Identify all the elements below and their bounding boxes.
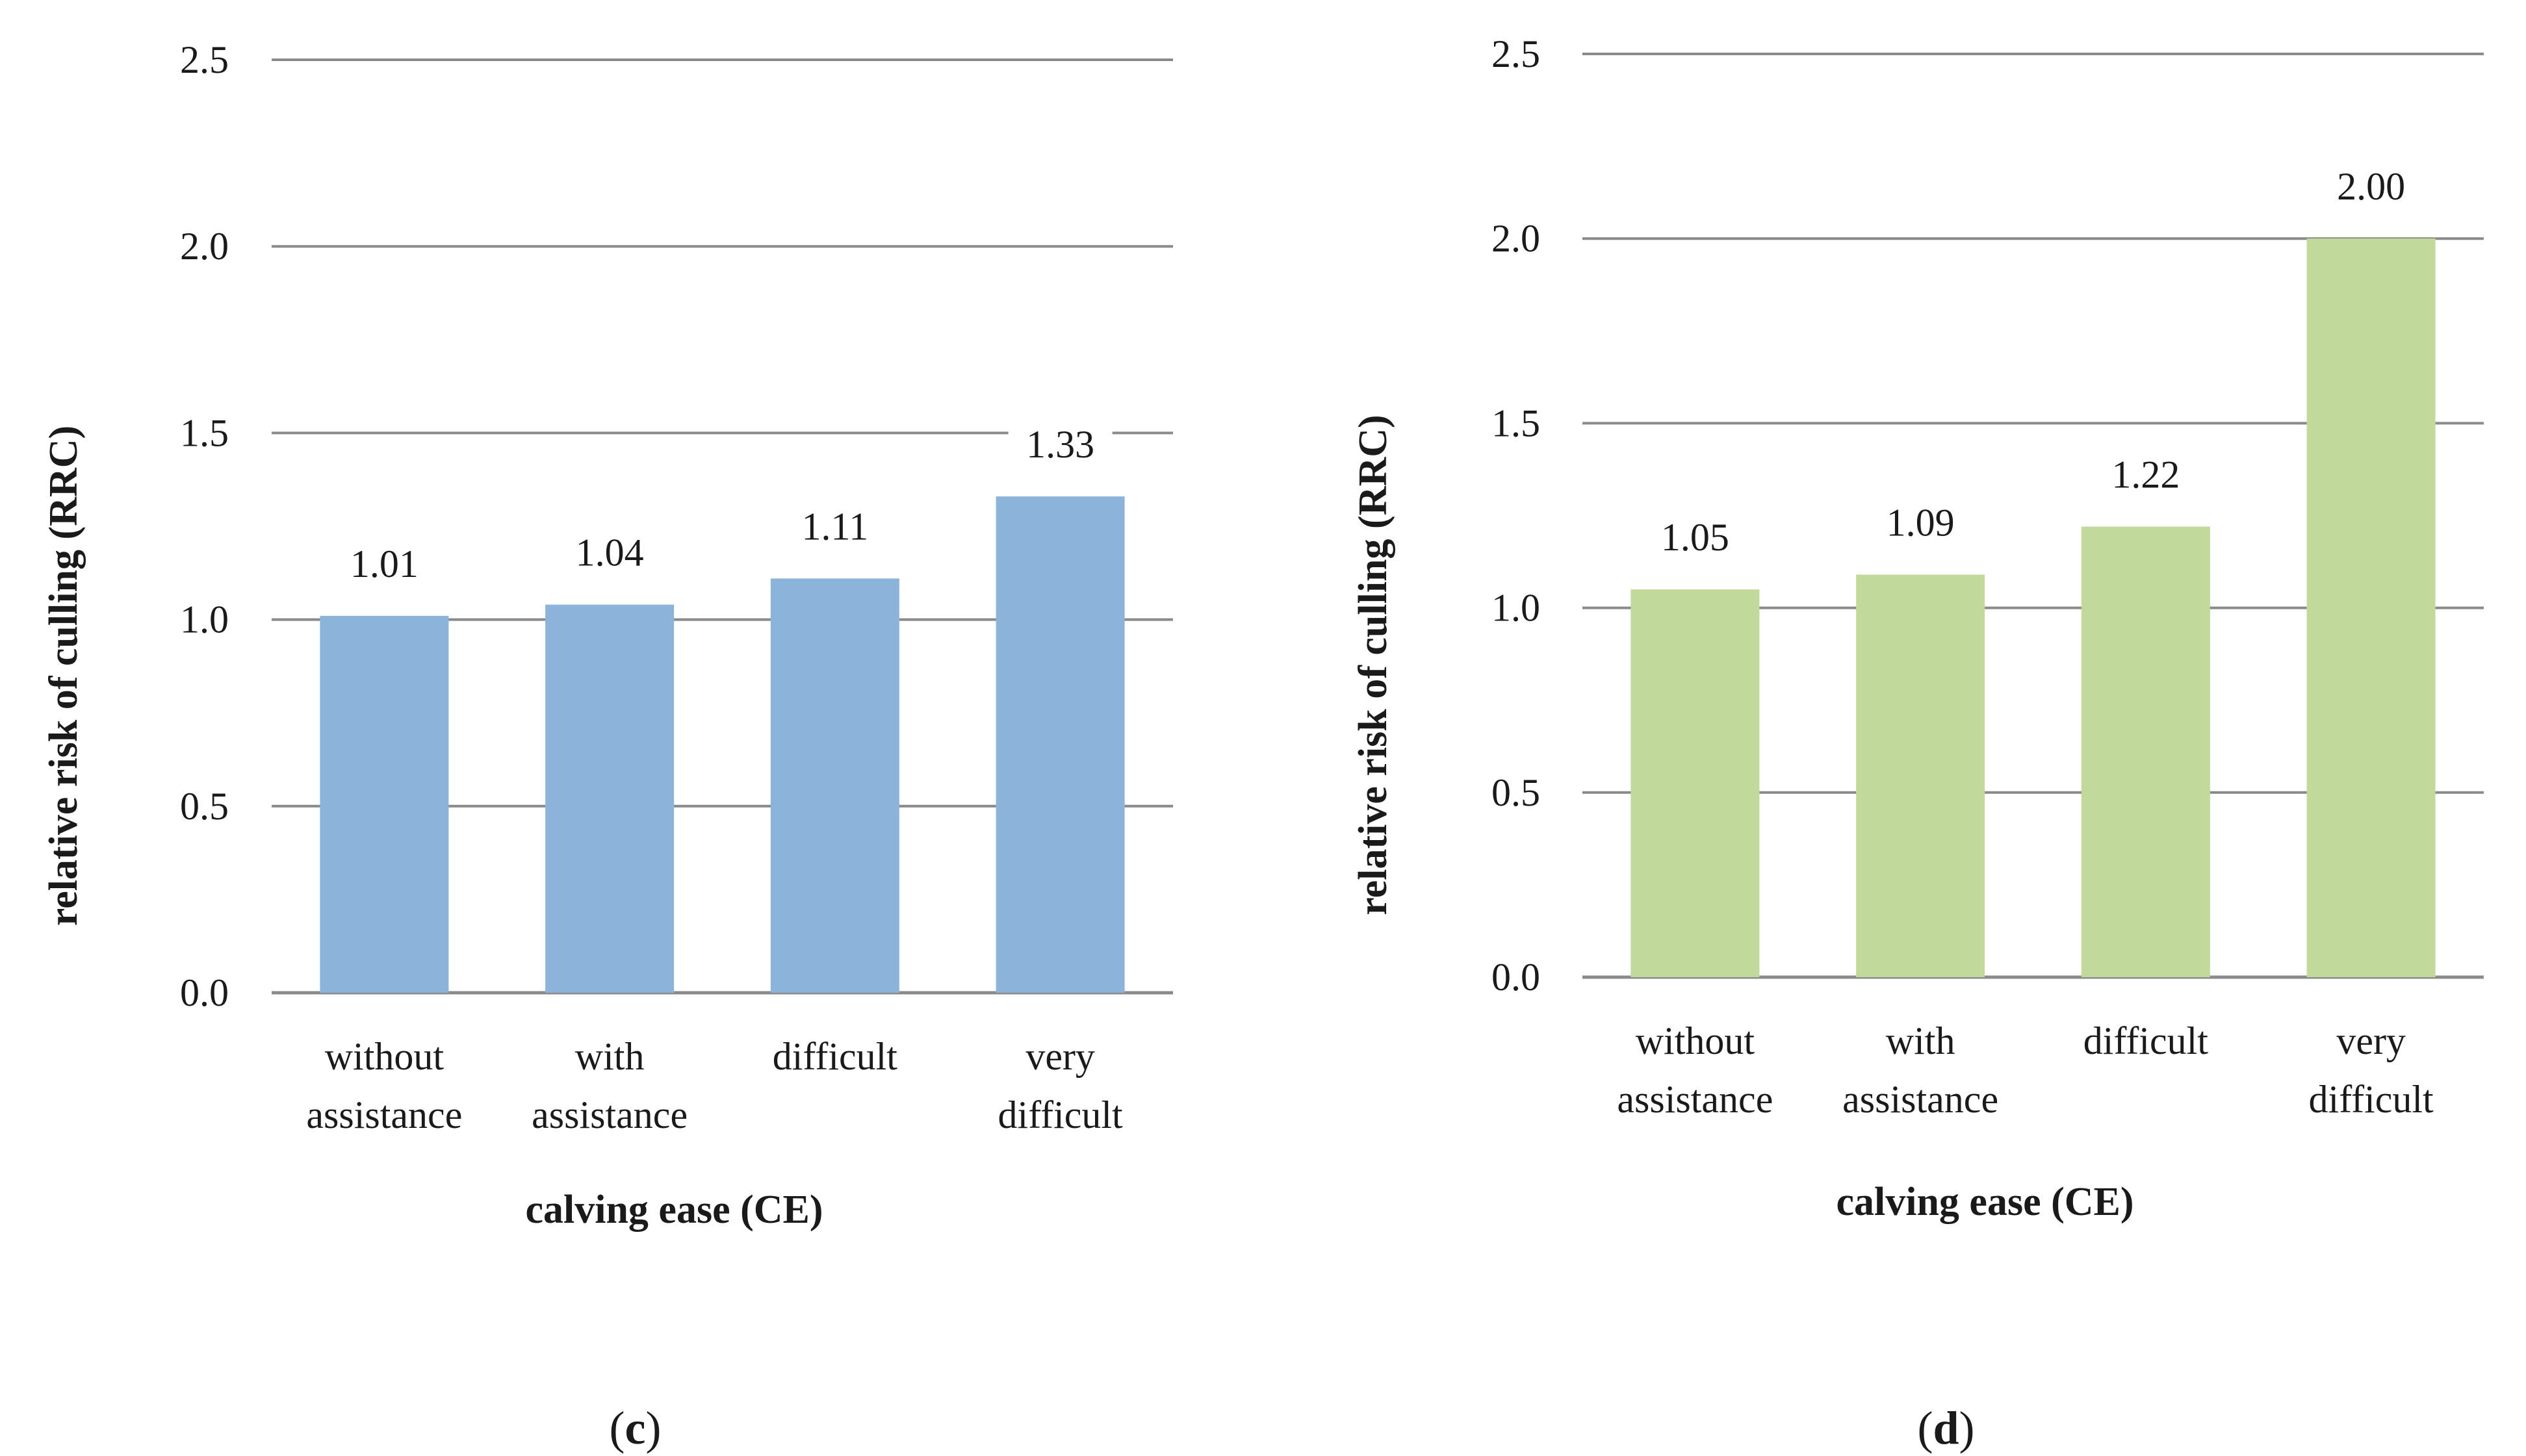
- category-label: difficult: [998, 1093, 1124, 1136]
- caption-letter: d: [1933, 1402, 1959, 1454]
- bar: [1630, 589, 1760, 977]
- category-label: difficult: [773, 1035, 898, 1078]
- y-axis-title: relative risk of culling (RRC): [1351, 415, 1395, 915]
- category-label: with: [575, 1035, 645, 1078]
- chart-panel-d: 0.0 0.5 1.0 1.5 2.0 2.5 1.05 without assistance 1…: [1351, 32, 2484, 1454]
- data-label: 1.01: [350, 543, 419, 585]
- caption-letter: c: [625, 1402, 646, 1454]
- bar: [1856, 574, 1985, 977]
- y-tick-label: 1.0: [180, 598, 229, 641]
- x-axis-title: calving ease (CE): [525, 1188, 823, 1232]
- data-label-backing: [332, 536, 437, 587]
- panel-caption: (d): [1917, 1402, 1974, 1454]
- data-label-backing: [558, 525, 662, 576]
- bar: [2081, 526, 2210, 977]
- y-tick-label: 0.5: [180, 785, 229, 828]
- data-label: 1.11: [801, 505, 868, 548]
- y-tick-label: 1.0: [1491, 587, 1540, 630]
- category-label: difficult: [2309, 1078, 2434, 1121]
- caption-close-paren: ): [1959, 1402, 1975, 1454]
- data-label-backing: [1008, 417, 1113, 468]
- category-label: difficult: [2083, 1019, 2209, 1062]
- category-label: very: [2336, 1019, 2406, 1062]
- category-label: very: [1025, 1035, 1095, 1078]
- data-label-backing: [1643, 510, 1747, 561]
- y-axis-title: relative risk of culling (RRC): [42, 426, 86, 926]
- data-label: 1.22: [2111, 453, 2180, 496]
- data-label: 1.04: [576, 531, 644, 574]
- bar: [996, 496, 1125, 993]
- data-label: 1.33: [1026, 423, 1094, 466]
- data-label-backing: [2093, 447, 2198, 498]
- y-tick-label: 2.0: [1491, 217, 1540, 260]
- y-tick-label: 1.5: [180, 411, 229, 454]
- bar: [770, 578, 899, 993]
- data-label: 1.09: [1887, 501, 1955, 544]
- y-tick-label: 0.0: [1491, 956, 1540, 999]
- bar: [320, 615, 449, 993]
- data-label-backing: [2319, 159, 2423, 211]
- category-label: without: [1636, 1019, 1755, 1062]
- y-tick-label: 2.5: [180, 38, 229, 81]
- y-tick-label: 2.0: [180, 225, 229, 268]
- caption-open-paren: (: [1917, 1402, 1933, 1454]
- data-label-backing: [782, 499, 887, 550]
- x-axis-title: calving ease (CE): [1836, 1180, 2133, 1224]
- data-label-backing: [1868, 495, 1973, 546]
- y-tick-label: 0.5: [1491, 771, 1540, 814]
- category-label: assistance: [1842, 1078, 1998, 1121]
- category-label: assistance: [1617, 1078, 1773, 1121]
- data-label: 2.00: [2337, 165, 2405, 208]
- category-label: assistance: [532, 1093, 688, 1136]
- category-label: without: [325, 1035, 445, 1078]
- category-label: assistance: [306, 1093, 462, 1136]
- caption-open-paren: (: [610, 1402, 625, 1454]
- y-tick-label: 0.0: [180, 971, 229, 1014]
- caption-close-paren: ): [645, 1402, 661, 1454]
- bar: [2306, 238, 2436, 978]
- category-label: with: [1886, 1019, 1955, 1062]
- chart-panel-c: 0.0 0.5 1.0 1.5 2.0 2.5 1.01 without assistance 1…: [42, 38, 1173, 1454]
- y-tick-label: 1.5: [1491, 402, 1540, 444]
- panel-caption: (c): [610, 1402, 662, 1454]
- data-label: 1.05: [1661, 516, 1729, 559]
- bar: [545, 604, 675, 993]
- y-tick-label: 2.5: [1491, 32, 1540, 75]
